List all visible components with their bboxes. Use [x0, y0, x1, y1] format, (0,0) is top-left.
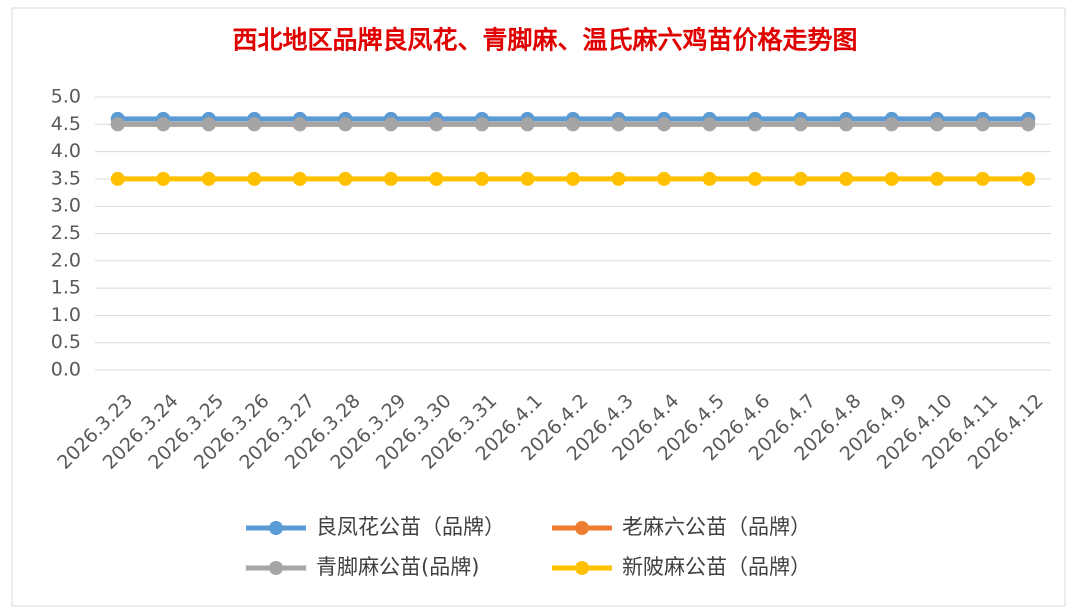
chart-frame	[11, 7, 1066, 607]
y-tick-label: 1.5	[51, 277, 81, 299]
point	[839, 117, 854, 132]
y-tick-label: 0.5	[51, 331, 81, 353]
point	[338, 117, 353, 132]
point	[520, 171, 535, 186]
y-tick-label: 2.5	[51, 222, 81, 244]
point	[110, 117, 125, 132]
point	[156, 171, 171, 186]
point	[930, 117, 945, 132]
point	[975, 171, 990, 186]
point	[247, 117, 262, 132]
point	[748, 171, 763, 186]
point	[975, 117, 990, 132]
legend-label: 老麻六公苗（品牌）	[622, 515, 811, 539]
point	[611, 117, 626, 132]
point	[474, 171, 489, 186]
point	[383, 171, 398, 186]
point	[884, 171, 899, 186]
legend-marker	[575, 561, 589, 575]
point	[429, 117, 444, 132]
y-tick-label: 3.0	[51, 195, 81, 217]
point	[884, 117, 899, 132]
point	[657, 117, 672, 132]
point	[702, 117, 717, 132]
point	[292, 117, 307, 132]
point	[566, 171, 580, 186]
point	[201, 117, 216, 132]
point	[748, 117, 763, 132]
point	[793, 117, 808, 132]
point	[702, 171, 717, 186]
legend-marker	[269, 521, 283, 535]
point	[201, 171, 216, 186]
point	[156, 117, 171, 132]
legend-label: 青脚麻公苗(品牌)	[316, 555, 479, 579]
point	[474, 117, 489, 132]
chart-title: 西北地区品牌良凤花、青脚麻、温氏麻六鸡苗价格走势图	[232, 26, 857, 55]
point	[520, 117, 535, 132]
y-tick-label: 5.0	[51, 86, 81, 108]
legend-marker	[575, 521, 589, 535]
point	[566, 117, 580, 132]
y-tick-label: 0.0	[51, 359, 81, 381]
point	[110, 171, 125, 186]
y-tick-label: 4.5	[51, 113, 81, 135]
point	[383, 117, 398, 132]
point	[611, 171, 626, 186]
point	[429, 171, 444, 186]
y-tick-label: 2.0	[51, 249, 81, 271]
legend-label: 新陂麻公苗（品牌）	[622, 555, 811, 579]
point	[1021, 171, 1036, 186]
legend-label: 良凤花公苗（品牌）	[316, 515, 505, 539]
point	[338, 171, 353, 186]
point	[247, 171, 262, 186]
point	[793, 171, 808, 186]
y-tick-label: 4.0	[51, 140, 81, 162]
point	[930, 171, 945, 186]
point	[1021, 117, 1036, 132]
point	[292, 171, 307, 186]
legend-marker	[269, 561, 283, 575]
y-tick-label: 1.0	[51, 304, 81, 326]
point	[657, 171, 672, 186]
y-tick-label: 3.5	[51, 167, 81, 189]
point	[839, 171, 854, 186]
